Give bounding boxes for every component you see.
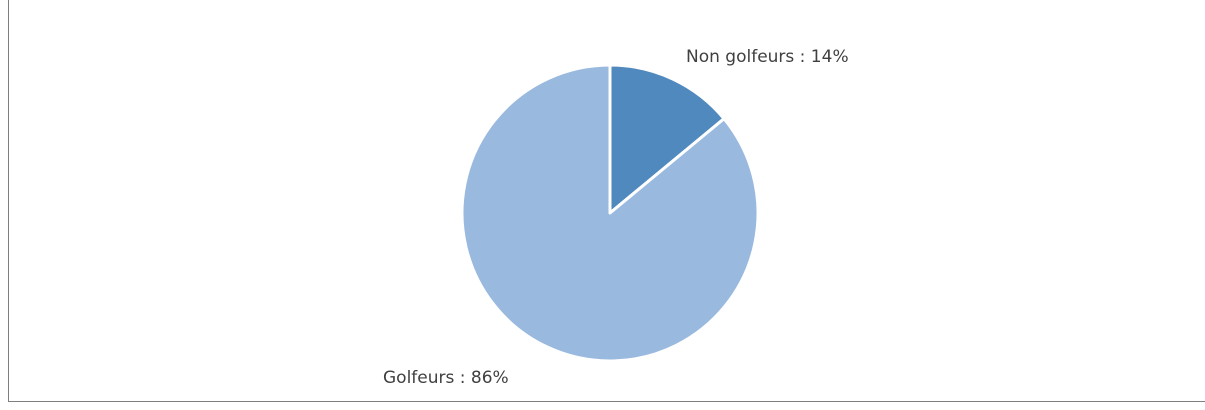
chart-border: [8, 0, 1205, 402]
pie-slice-golfeurs: [460, 63, 760, 363]
slice-label-golfeurs: Golfeurs : 86%: [383, 368, 509, 388]
pie-slice-non-golfeurs: [608, 63, 726, 215]
slice-label-non-golfeurs: Non golfeurs : 14%: [686, 47, 849, 67]
